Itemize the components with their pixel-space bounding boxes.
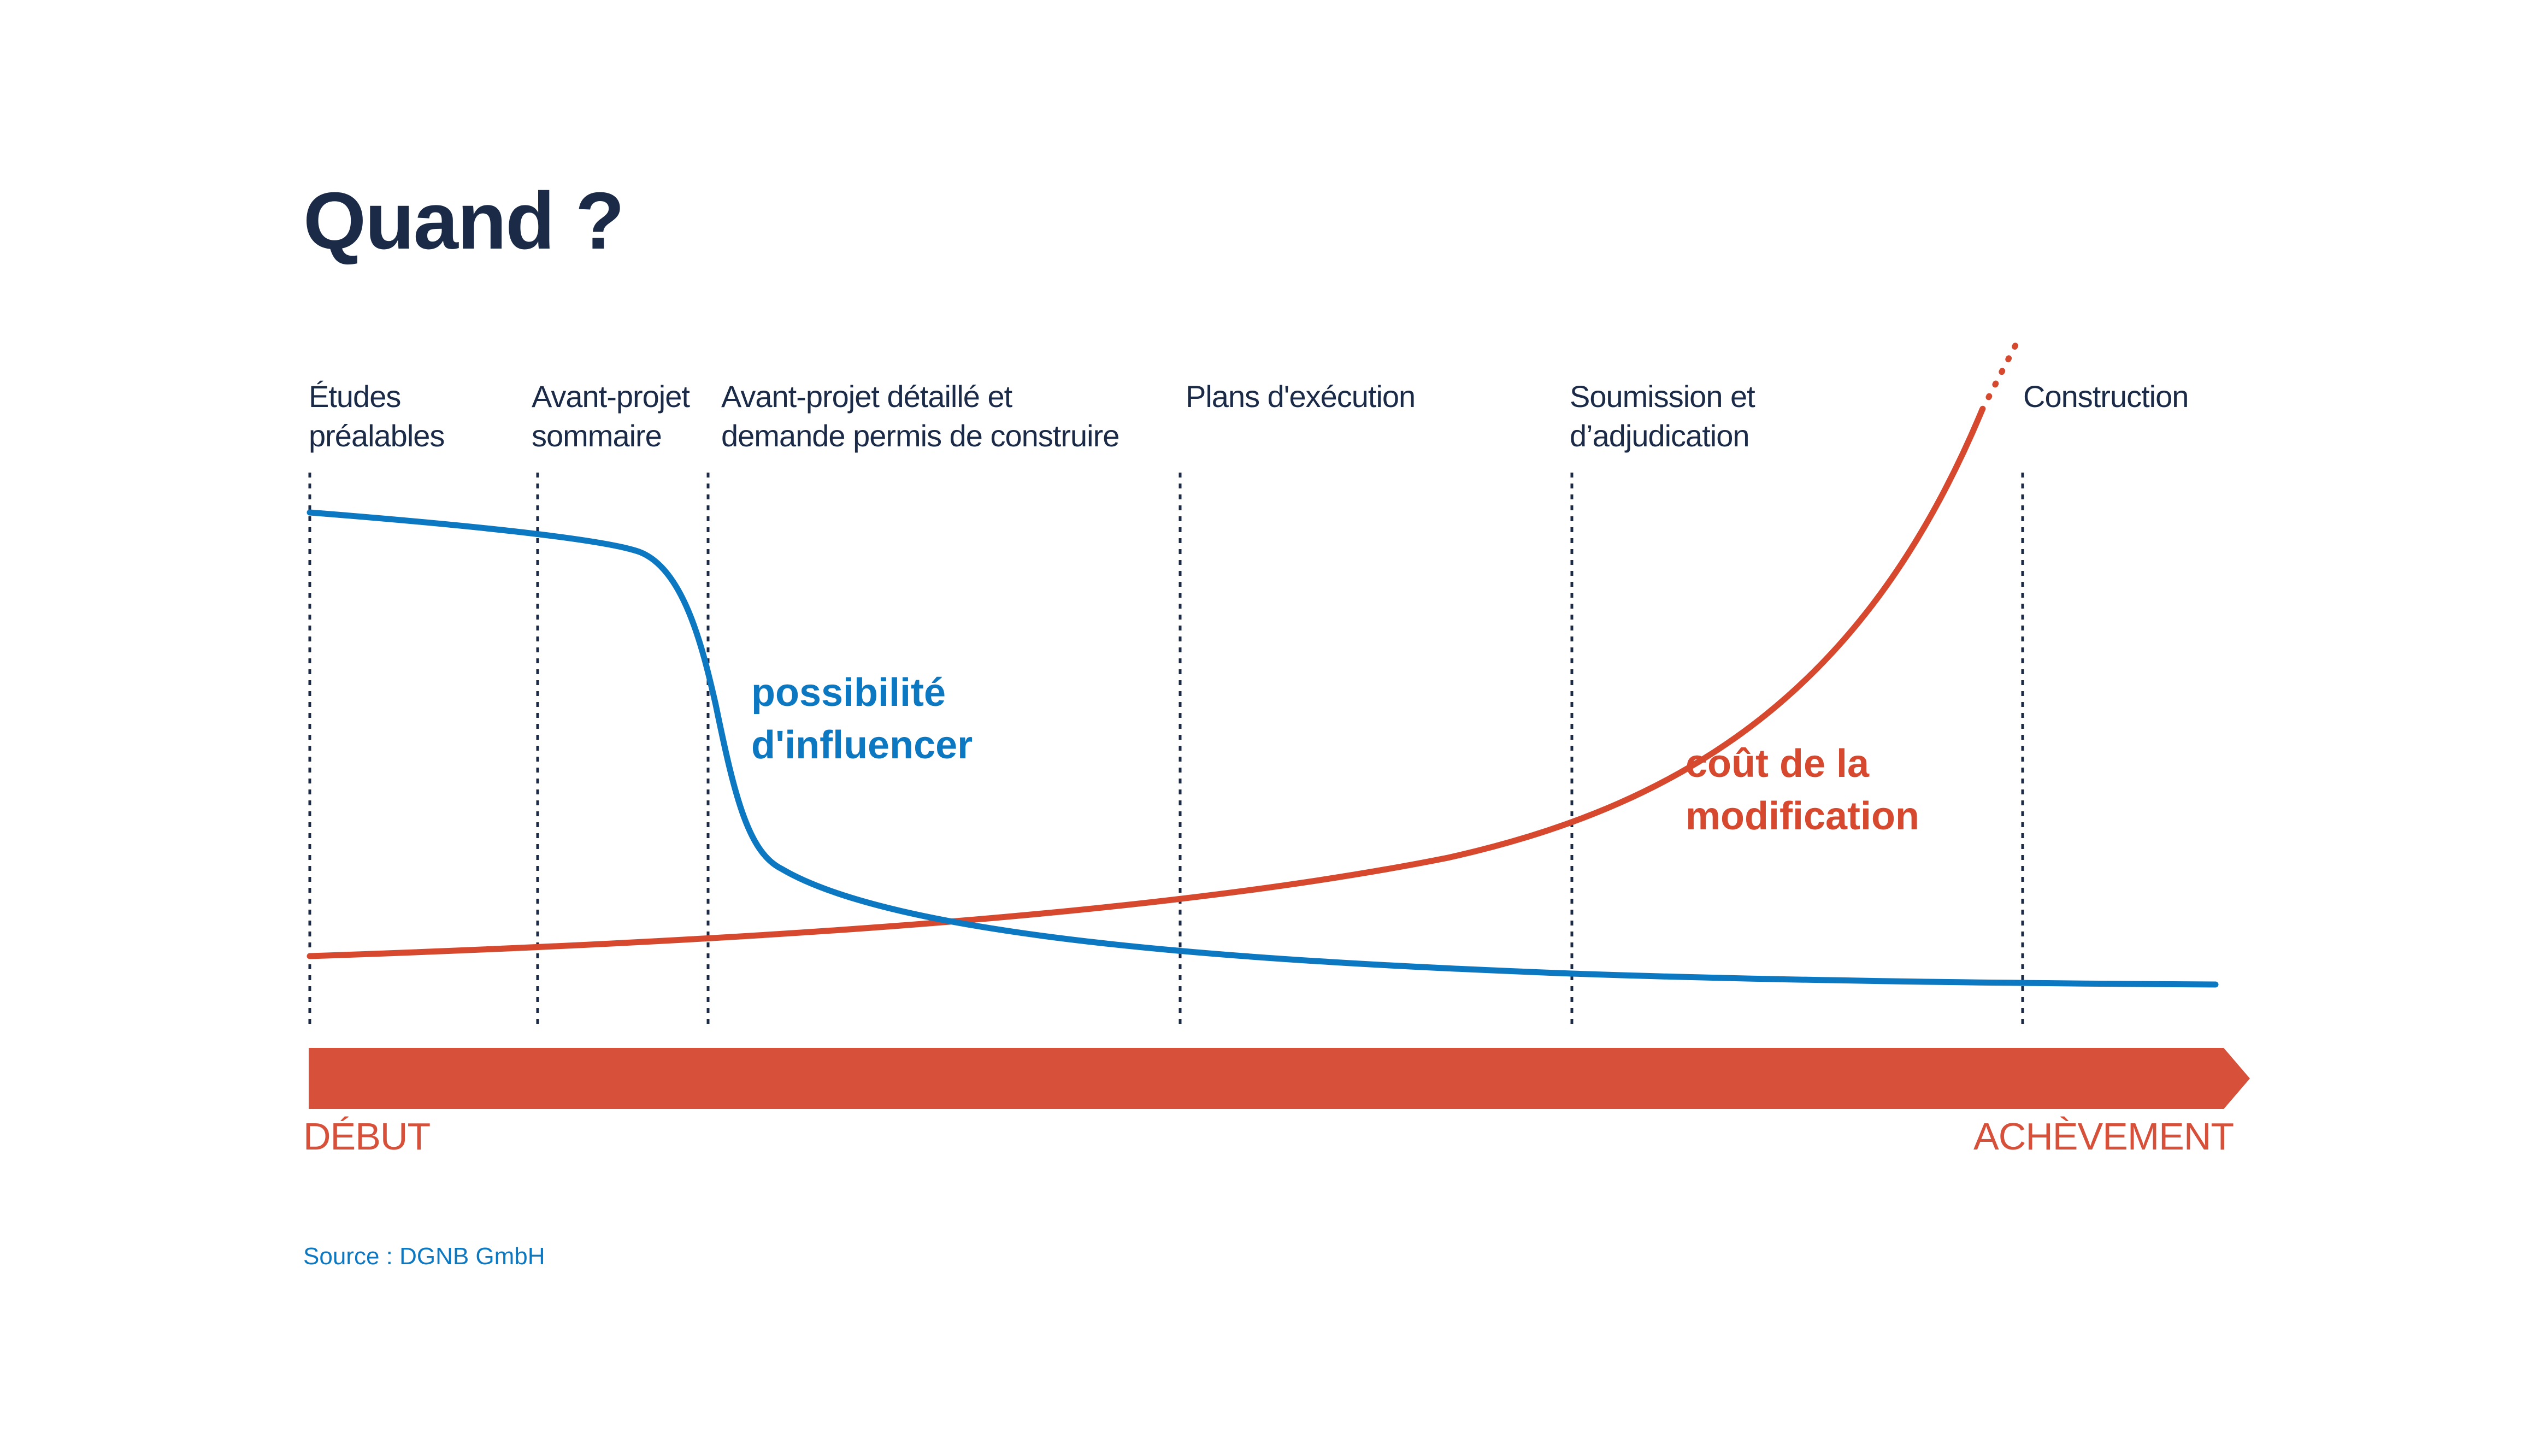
page-title: Quand ? bbox=[303, 176, 624, 266]
phase-label-avant-projet-sommaire: Avant-projet sommaire bbox=[532, 379, 690, 453]
timeline-end-label: ACHÈVEMENT bbox=[1973, 1115, 2234, 1158]
cost-of-change-curve-dotted-extension bbox=[1979, 341, 2019, 413]
phase-label-etudes: Études préalables bbox=[309, 379, 445, 453]
phase-label-avant-projet-detaille: Avant-projet détaillé et demande permis … bbox=[721, 379, 1119, 453]
cost-curve-label: coût de la modification bbox=[1686, 742, 1919, 838]
cost-of-change-curve bbox=[307, 406, 1985, 959]
timeline-arrow bbox=[309, 1048, 2250, 1109]
phase-label-plans-execution: Plans d'exécution bbox=[1186, 379, 1416, 414]
phase-label-soumission: Soumission et d’adjudication bbox=[1570, 379, 1755, 453]
phase-label-construction: Construction bbox=[2023, 379, 2189, 414]
source-note: Source : DGNB GmbH bbox=[303, 1243, 545, 1270]
timeline-start-label: DÉBUT bbox=[303, 1115, 431, 1158]
influence-possibility-curve bbox=[307, 509, 2219, 988]
influence-curve-label: possibilité d'influencer bbox=[751, 671, 973, 767]
phase-dividers bbox=[308, 473, 2024, 1027]
